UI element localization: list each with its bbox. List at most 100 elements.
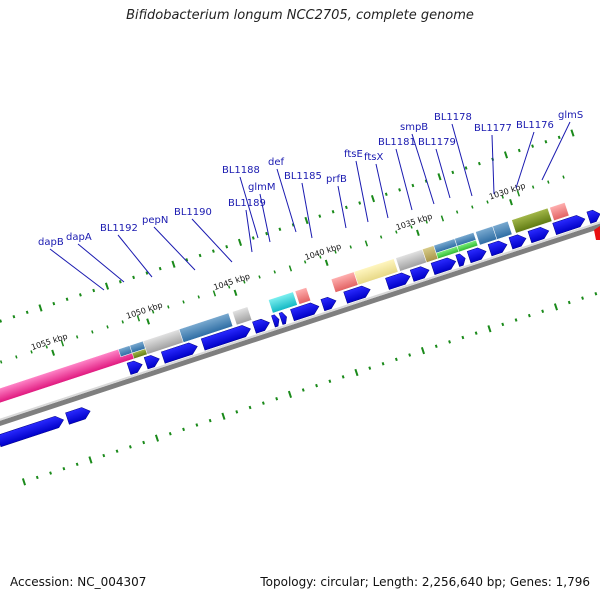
gene-label-def: def	[268, 157, 297, 233]
kbp-tick-mark	[233, 289, 238, 296]
tick-mark	[464, 166, 468, 170]
ruler-tick	[60, 340, 65, 347]
gene-label-glmS: glmS	[541, 110, 583, 181]
cds-arrow	[271, 314, 280, 328]
gene-leader-line	[239, 176, 259, 239]
tick-mark	[65, 297, 69, 301]
tick-mark	[198, 253, 202, 258]
kbp-tick: 1030 kbp	[488, 181, 527, 206]
tick-mark	[62, 466, 66, 471]
cds-arrow	[455, 253, 466, 267]
cds-arrow	[487, 240, 508, 257]
ruler-tick	[136, 315, 141, 322]
feature-bar	[549, 202, 570, 222]
tick-mark	[75, 462, 79, 467]
gene-label-ftsX: ftsX	[364, 152, 389, 219]
gene-leader-line	[435, 148, 451, 199]
gene-leader-line	[301, 182, 313, 239]
gene-label-BL1178: BL1178	[434, 112, 473, 197]
ruler-tick	[45, 345, 48, 349]
tick-mark	[553, 303, 559, 311]
ruler-tick	[303, 260, 307, 264]
feature-bar	[456, 239, 479, 253]
tick-mark	[35, 475, 39, 480]
feature-bar	[353, 258, 399, 286]
cds-arrow	[586, 209, 600, 224]
ruler-tick	[0, 360, 3, 364]
tick-mark	[514, 318, 518, 322]
gene-label-text: BL1190	[174, 207, 212, 218]
tick-mark	[408, 353, 412, 357]
tick-mark	[368, 366, 372, 370]
kbp-tick: 1045 kbp	[212, 272, 251, 296]
gene-label-text: dapA	[66, 232, 92, 243]
tick-mark	[211, 249, 215, 253]
ruler-tick	[75, 335, 79, 339]
gene-label-glmM: glmM	[248, 182, 276, 243]
cds-arrow	[320, 297, 337, 312]
tick-mark	[474, 331, 478, 335]
ruler-tick	[562, 175, 565, 179]
ruler-tick	[501, 195, 504, 199]
tick-mark	[503, 151, 509, 159]
tick-mark	[118, 279, 122, 284]
gene-leader-line	[259, 193, 271, 243]
gene-label-BL1179: BL1179	[418, 137, 456, 199]
backbone-highlight	[0, 214, 600, 424]
kbp-tick-label: 1055 kbp	[30, 332, 69, 352]
gene-label-BL1189: BL1189	[228, 198, 266, 253]
ruler-tick	[243, 280, 246, 284]
ruler-tick	[379, 235, 383, 239]
tick-mark	[581, 296, 584, 300]
kbp-tick-label: 1040 kbp	[304, 242, 343, 262]
gene-label-text: BL1181	[378, 137, 416, 148]
ruler-tick	[410, 225, 413, 229]
ruler-tick	[121, 320, 124, 324]
ruler-tick	[182, 300, 185, 304]
tick-mark	[344, 205, 348, 210]
ruler-tick	[151, 310, 155, 314]
tick-mark	[544, 140, 548, 144]
ruler-tick	[197, 295, 200, 299]
ruler-tick	[516, 190, 521, 197]
tick-mark	[21, 478, 27, 486]
tick-mark	[208, 418, 212, 423]
kbp-tick-label: 1035 kbp	[395, 212, 434, 232]
tick-mark	[52, 301, 56, 306]
tick-mark	[78, 293, 82, 297]
feature-bar	[294, 287, 312, 305]
gene-label-BL1185: BL1185	[284, 171, 322, 239]
tick-mark	[354, 368, 359, 377]
tick-mark	[278, 227, 282, 231]
tick-mark	[461, 335, 465, 340]
cds-arrow	[527, 227, 550, 244]
gene-leader-line	[411, 133, 435, 205]
ruler-tick	[547, 180, 550, 184]
tick-mark	[237, 238, 243, 246]
kbp-tick-mark	[416, 229, 420, 236]
tick-mark	[328, 379, 332, 383]
tick-mark	[398, 188, 402, 192]
ruler-tick	[15, 355, 18, 359]
gene-label-pepN: pepN	[142, 215, 196, 271]
gene-label-text: BL1192	[100, 223, 138, 234]
cds-arrow	[552, 215, 586, 235]
tick-mark	[448, 340, 451, 344]
cds-arrow	[278, 311, 287, 325]
ruler-tick	[455, 210, 459, 214]
tick-mark	[358, 201, 362, 205]
gene-leader-line	[153, 226, 196, 271]
gene-label-text: smpB	[400, 122, 428, 133]
gene-label-text: BL1179	[418, 137, 456, 148]
gene-leader-line	[49, 248, 105, 291]
tick-mark	[567, 300, 571, 305]
gene-label-BL1188: BL1188	[222, 165, 260, 239]
gene-label-BL1192: BL1192	[100, 223, 153, 278]
gene-leader-line	[515, 131, 535, 189]
gene-leader-line	[375, 163, 389, 219]
map-title: Bifidobacterium longum NCC2705, complete…	[126, 8, 474, 23]
ruler-tick	[471, 205, 474, 209]
tick-mark	[142, 440, 146, 445]
tick-mark	[287, 390, 293, 398]
tick-mark	[434, 344, 438, 348]
